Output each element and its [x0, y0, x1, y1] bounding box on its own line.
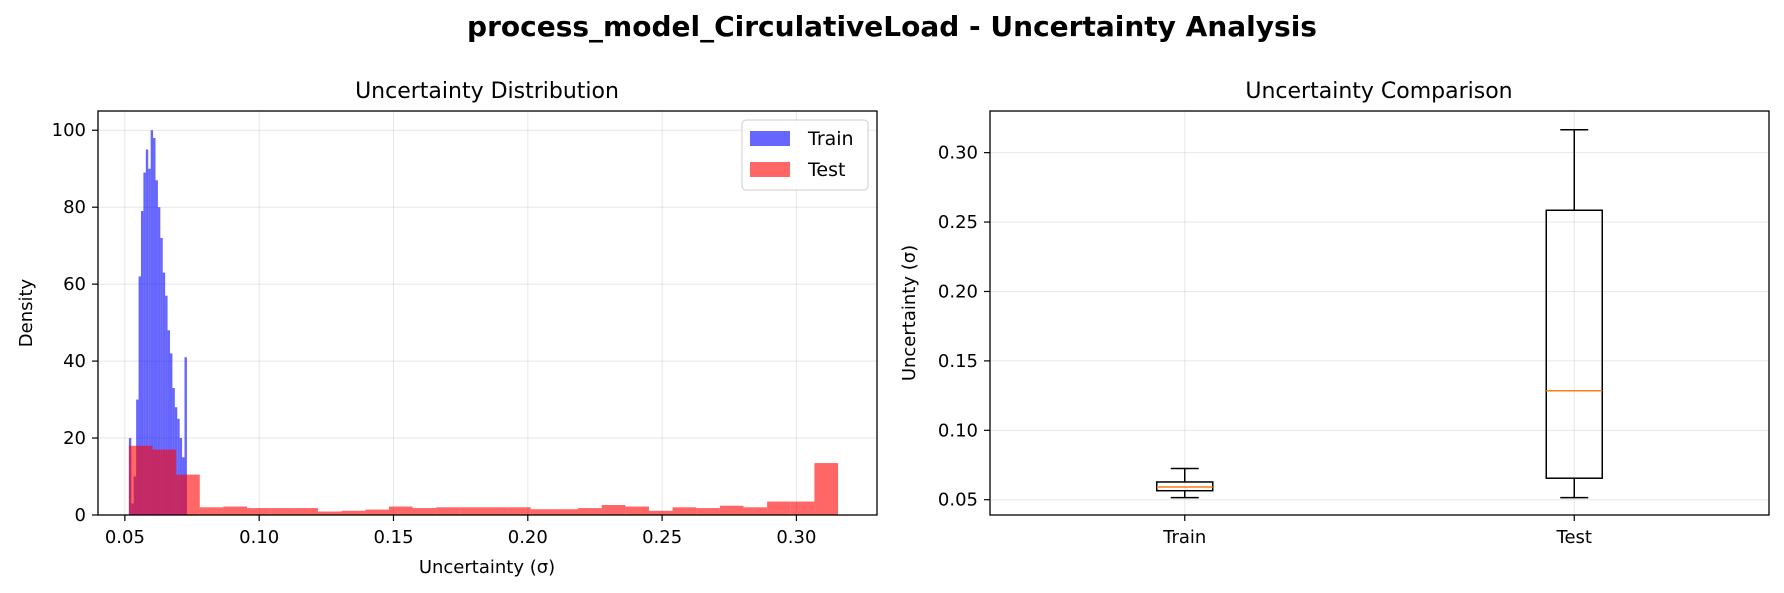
legend-label-train: Train — [807, 128, 854, 150]
test-histogram-bar — [530, 509, 555, 515]
histogram-y-tick-label: 80 — [63, 197, 86, 218]
test-histogram-bar — [672, 507, 697, 515]
histogram-y-tick-label: 40 — [63, 351, 86, 372]
test-histogram-bar — [625, 506, 649, 515]
train-histogram-bar — [184, 357, 187, 515]
test-iqr-box — [1545, 209, 1603, 479]
test-box — [1545, 128, 1603, 499]
test-histogram-bar — [767, 501, 791, 515]
test-histogram-bar — [743, 507, 768, 515]
histogram-title: Uncertainty Distribution — [355, 79, 619, 104]
test-histogram-bar — [365, 509, 389, 515]
boxplot-y-tick-label: 0.05 — [938, 490, 978, 511]
histogram-y-tick-label: 0 — [75, 505, 86, 526]
train-histogram-bar — [165, 295, 168, 515]
histogram-y-tick-label: 20 — [63, 428, 86, 449]
boxplot-axes-frame — [989, 110, 1770, 516]
train-histogram-bar — [145, 149, 149, 515]
test-histogram-bar — [223, 506, 248, 515]
train-histogram-bar — [169, 353, 173, 515]
figure-title: process_model_CirculativeLoad - Uncertai… — [467, 10, 1317, 43]
test-histogram-bar — [270, 508, 295, 515]
test-histogram-bar — [341, 510, 366, 515]
histogram-x-tick-label: 0.05 — [105, 527, 145, 548]
histogram-x-tick-label: 0.20 — [508, 527, 548, 548]
boxplot-y-tick-label: 0.15 — [938, 351, 978, 372]
test-histogram-bar — [507, 507, 531, 515]
histogram-axes-frame — [97, 110, 878, 516]
boxplot-y-tick-label: 0.30 — [938, 143, 978, 164]
boxplot-y-ticks: 0.05 0.10 0.15 0.20 0.25 0.30 — [938, 143, 990, 511]
histogram-y-tick-label: 100 — [52, 120, 86, 141]
test-histogram-bar — [388, 506, 413, 515]
histogram-y-axis-label: Density — [16, 278, 37, 347]
train-histogram-bar — [140, 211, 144, 516]
histogram-y-tick-label: 60 — [63, 274, 86, 295]
test-histogram-bar — [696, 508, 720, 515]
test-histogram-bars — [128, 445, 839, 515]
test-histogram-bar — [578, 508, 602, 515]
test-histogram-bar — [436, 507, 460, 515]
boxplot-boxes — [1156, 128, 1603, 499]
histogram-x-tick-label: 0.15 — [373, 527, 413, 548]
train-histogram-bar — [160, 237, 163, 515]
boxplot-y-tick-label: 0.25 — [938, 212, 978, 233]
test-histogram-bar — [648, 510, 673, 515]
train-histogram-bar — [155, 180, 158, 515]
train-histogram-bar — [167, 330, 170, 515]
boxplot-panel: Uncertainty Comparison Train Test 0.05 0.1… — [899, 79, 1770, 548]
legend-swatch-test — [750, 162, 790, 177]
train-histogram-bar — [177, 418, 180, 515]
train-histogram-bar — [157, 207, 161, 515]
train-histogram-bar — [162, 272, 166, 515]
boxplot-category-label: Train — [1162, 527, 1206, 548]
histogram-x-tick-label: 0.30 — [776, 527, 816, 548]
train-histogram-bar — [153, 137, 156, 515]
train-histogram-bar — [138, 276, 141, 515]
boxplot-y-tick-label: 0.10 — [938, 420, 978, 441]
histogram-x-axis-label: Uncertainty (σ) — [419, 557, 555, 578]
test-histogram-bar — [318, 511, 342, 515]
test-histogram-bar — [790, 501, 815, 515]
boxplot-y-tick-label: 0.20 — [938, 281, 978, 302]
test-histogram-bar — [128, 445, 153, 515]
boxplot-title: Uncertainty Comparison — [1245, 79, 1512, 104]
test-histogram-bar — [247, 508, 271, 515]
histogram-legend: Train Test — [741, 119, 869, 191]
boxplot-x-ticks: Train Test — [1162, 515, 1592, 548]
test-histogram-bar — [199, 507, 224, 515]
legend-swatch-train — [750, 131, 790, 146]
test-histogram-bar — [459, 507, 484, 515]
test-histogram-bar — [483, 507, 508, 515]
train-box — [1156, 467, 1214, 499]
boxplot-grid — [990, 111, 1769, 515]
test-histogram-bar — [412, 508, 437, 515]
test-histogram-bar — [294, 508, 319, 515]
train-histogram-bar — [150, 130, 154, 515]
test-histogram-bar — [554, 509, 579, 515]
test-histogram-bar — [176, 474, 200, 515]
test-histogram-bar — [814, 463, 839, 515]
legend-label-test: Test — [807, 159, 845, 181]
test-histogram-bar — [152, 449, 177, 515]
boxplot-y-axis-label: Uncertainty (σ) — [899, 245, 920, 381]
histogram-x-tick-label: 0.25 — [642, 527, 682, 548]
histogram-x-ticks: 0.05 0.10 0.15 0.20 0.25 0.30 — [105, 515, 816, 548]
test-histogram-bar — [601, 504, 626, 515]
train-histogram-bar — [143, 172, 146, 516]
boxplot-category-label: Test — [1556, 527, 1592, 548]
histogram-panel: Uncertainty Distribution 0.05 0.10 0.15 0.2… — [16, 79, 878, 578]
histogram-x-tick-label: 0.10 — [239, 527, 279, 548]
train-histogram-bar — [148, 168, 151, 515]
histogram-y-ticks: 0 20 40 60 80 100 — [52, 120, 98, 526]
test-histogram-bar — [719, 505, 744, 515]
